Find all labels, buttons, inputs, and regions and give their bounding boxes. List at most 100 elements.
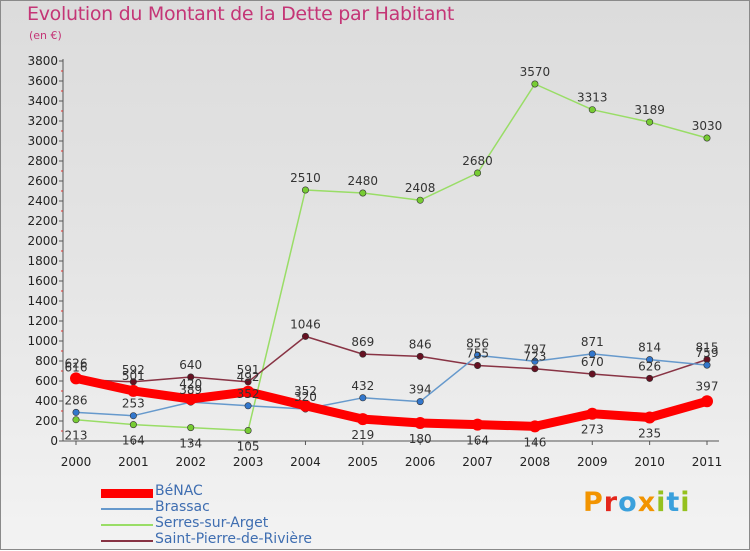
x-tick-label: 2011 [692, 455, 723, 469]
proxiti-logo: Proxiti [583, 487, 691, 518]
x-tick-label: 2006 [405, 455, 436, 469]
logo-letter: P [583, 487, 604, 518]
y-tick-label: 3200 [27, 114, 58, 128]
data-point-brassac [129, 412, 137, 420]
logo-letter: i [680, 487, 691, 518]
data-point-serres-sur-arget [588, 106, 596, 114]
data-point-serres-sur-arget [187, 424, 195, 432]
data-label-saint-pierre-de-riviere: 723 [523, 350, 546, 364]
data-point-benac [586, 407, 599, 420]
legend-label: Brassac [155, 499, 210, 515]
data-label-brassac: 797 [523, 342, 546, 356]
data-point-brassac [703, 361, 711, 369]
data-label-benac: 273 [581, 423, 604, 437]
y-tick-label: 2200 [27, 214, 58, 228]
data-label-benac: 180 [409, 432, 432, 446]
data-label-benac: 626 [65, 356, 88, 370]
data-point-saint-pierre-de-riviere [359, 350, 367, 358]
y-tick-label: 2000 [27, 234, 58, 248]
data-point-saint-pierre-de-riviere [646, 374, 654, 382]
data-label-serres-sur-arget: 213 [65, 429, 88, 443]
data-point-benac [299, 399, 312, 412]
data-label-benac: 397 [696, 379, 719, 393]
data-label-saint-pierre-de-riviere: 815 [696, 341, 719, 355]
y-tick-label: 3600 [27, 74, 58, 88]
data-label-serres-sur-arget: 105 [237, 440, 260, 454]
data-label-serres-sur-arget: 3570 [520, 65, 551, 79]
legend-swatch [101, 540, 153, 542]
series-line-benac [71, 373, 712, 431]
data-label-brassac: 432 [351, 379, 374, 393]
y-tick-label: 3000 [27, 134, 58, 148]
logo-letter: r [603, 487, 619, 518]
y-axis-unit: (en €) [29, 29, 62, 42]
legend-swatch [101, 488, 153, 498]
data-label-saint-pierre-de-riviere: 755 [466, 347, 489, 361]
data-point-benac [242, 385, 255, 398]
data-label-serres-sur-arget: 2408 [405, 181, 436, 195]
data-point-benac [127, 384, 140, 397]
data-label-brassac: 814 [638, 341, 661, 355]
y-tick-label: 0 [50, 434, 58, 448]
series-line-serres-sur-arget [75, 83, 708, 432]
data-point-saint-pierre-de-riviere [244, 378, 252, 386]
x-tick-label: 2003 [233, 455, 264, 469]
data-point-brassac [72, 408, 80, 416]
data-label-brassac: 286 [65, 393, 88, 407]
y-tick-label: 3800 [27, 54, 58, 68]
data-label-saint-pierre-de-riviere: 616 [65, 360, 88, 374]
logo-letter: o [618, 487, 638, 518]
data-point-benac [701, 395, 713, 408]
x-tick-label: 2010 [634, 455, 665, 469]
data-label-brassac: 253 [122, 397, 145, 411]
logo-letter: t [666, 487, 681, 518]
data-label-brassac: 320 [294, 390, 317, 404]
x-tick-label: 2008 [520, 455, 551, 469]
data-label-brassac: 389 [179, 383, 202, 397]
data-point-serres-sur-arget [72, 416, 80, 424]
series-line-saint-pierre-de-riviere [75, 335, 708, 383]
data-label-brassac: 856 [466, 336, 489, 350]
data-label-saint-pierre-de-riviere: 1046 [290, 317, 321, 331]
data-label-saint-pierre-de-riviere: 591 [237, 363, 260, 377]
data-label-benac: 501 [122, 369, 145, 383]
data-label-serres-sur-arget: 3313 [577, 91, 608, 105]
data-label-saint-pierre-de-riviere: 592 [122, 363, 145, 377]
data-label-serres-sur-arget: 134 [179, 437, 202, 451]
data-label-benac: 352 [294, 384, 317, 398]
data-point-benac [471, 418, 484, 431]
data-label-serres-sur-arget: 3030 [692, 119, 723, 133]
y-tick-label: 1200 [27, 314, 58, 328]
y-tick-label: 1000 [27, 334, 58, 348]
data-label-benac: 235 [638, 427, 661, 441]
x-tick-label: 2009 [577, 455, 608, 469]
data-label-brassac: 759 [696, 346, 719, 360]
logo-letter: x [637, 487, 657, 518]
x-tick-label: 2000 [61, 455, 92, 469]
legend-swatch [101, 524, 153, 526]
y-tick-label: 400 [35, 394, 58, 408]
x-tick-label: 2007 [462, 455, 493, 469]
y-tick-label: 3400 [27, 94, 58, 108]
data-point-serres-sur-arget [416, 196, 424, 204]
logo-letter: i [656, 487, 667, 518]
y-tick-label: 1400 [27, 294, 58, 308]
data-label-benac: 164 [466, 434, 489, 448]
data-label-benac: 492 [237, 370, 260, 384]
data-label-serres-sur-arget: 2480 [348, 174, 379, 188]
data-point-serres-sur-arget [474, 169, 482, 177]
data-label-brassac: 352 [237, 387, 260, 401]
data-point-saint-pierre-de-riviere [531, 365, 539, 373]
data-label-benac: 146 [523, 435, 546, 449]
data-point-benac [184, 393, 197, 405]
data-point-serres-sur-arget [129, 421, 137, 429]
data-point-serres-sur-arget [646, 118, 654, 126]
y-tick-label: 2800 [27, 154, 58, 168]
data-label-serres-sur-arget: 3189 [634, 103, 665, 117]
data-point-serres-sur-arget [359, 189, 367, 197]
y-tick-label: 2400 [27, 194, 58, 208]
y-tick-label: 1800 [27, 254, 58, 268]
data-label-saint-pierre-de-riviere: 869 [351, 335, 374, 349]
